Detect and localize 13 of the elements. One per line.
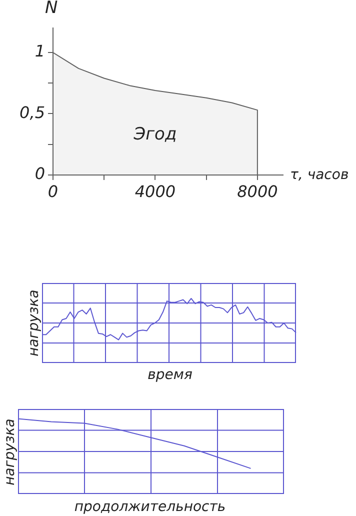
x-axis-title: продолжительность [74,499,226,515]
x-axis-title: τ, часов [290,167,349,183]
x-tick-label: 0 [48,182,58,201]
y-axis-title: нагрузка [2,418,18,486]
y-tick-label: 0,5 [20,102,45,122]
y-axis-title: N [45,0,58,18]
x-tick-label: 8000 [237,182,278,201]
y-tick-label: 0 [34,164,45,184]
y-axis-title: нагрузка [26,290,42,356]
x-tick-label: 4000 [134,182,176,201]
x-axis-title: время [148,367,192,383]
y-tick-label: 1 [34,42,45,61]
annotation: Эгод [132,124,177,145]
